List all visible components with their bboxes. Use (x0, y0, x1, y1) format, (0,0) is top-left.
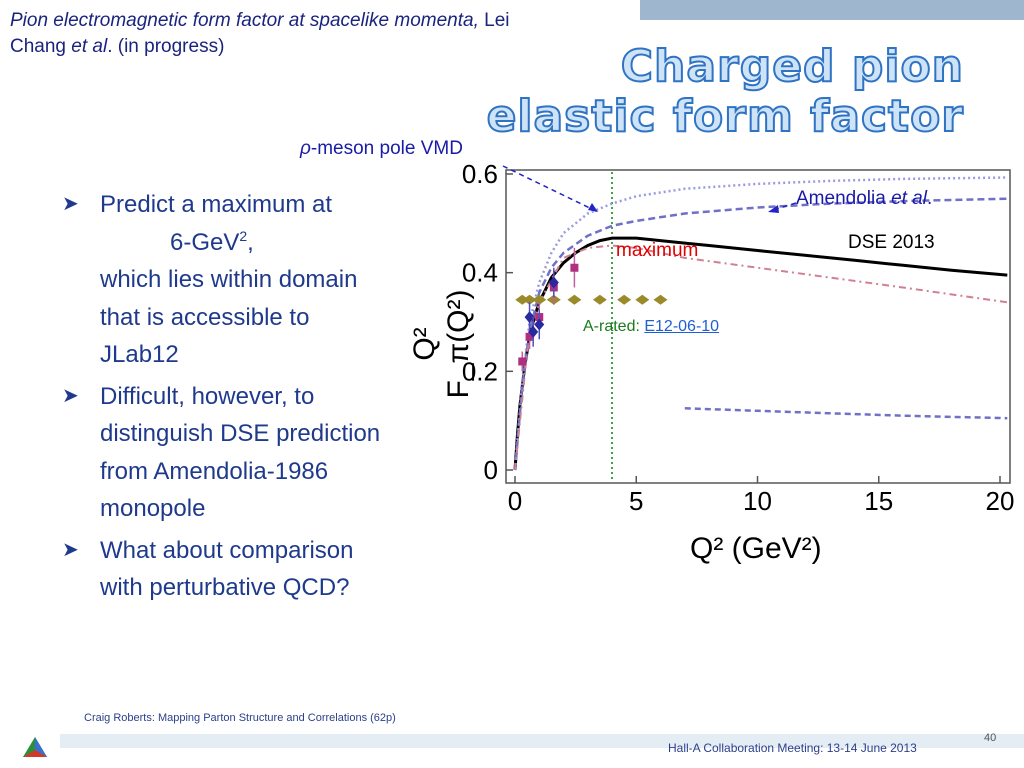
amendolia-etal: et al (891, 188, 927, 209)
x-tick-label: 20 (986, 486, 1015, 516)
y-axis-label: Q² F_π(Q²) (408, 289, 475, 399)
rho-text: -meson pole VMD (310, 138, 463, 159)
reference-authors: Lei Chang (10, 10, 510, 57)
bullet-item-2: ➤ Difficult, however, to distinguish DSE… (62, 378, 392, 528)
rho-symbol: ρ (300, 138, 311, 159)
projected-data-point (515, 294, 530, 305)
projected-data-point (567, 294, 582, 305)
blue-data-point (528, 325, 539, 338)
bullet-item-3: ➤ What about comparison with perturbativ… (62, 532, 392, 607)
amendolia-end: . (926, 188, 933, 209)
y-tick-label: 0 (484, 455, 498, 485)
a-rated-label: A-rated: E12-06-10 (583, 318, 719, 336)
lab-logo-icon (23, 737, 47, 757)
series-line-3 (513, 197, 1008, 471)
amendolia-arrow-head (768, 205, 779, 213)
rho-arrow (502, 165, 599, 213)
series-line-4 (514, 244, 1008, 471)
bullet-1-rest: which lies within domain that is accessi… (100, 266, 358, 368)
y-tick-label: 0.2 (462, 356, 498, 386)
bullet-1-sup: 2 (239, 227, 248, 244)
blue-data-point (548, 276, 559, 289)
slide-title: Charged pion elastic form factor (486, 41, 964, 143)
bullet-1-line1: Predict a maximum at (100, 191, 333, 218)
x-tick-label: 15 (864, 486, 893, 516)
bullet-1-comma: , (247, 228, 254, 256)
chart-points (515, 248, 668, 372)
footer-author: Craig Roberts: Mapping Parton Structure … (84, 712, 396, 724)
reference-suffix: . (in progress) (107, 36, 225, 57)
footer-meeting: Hall-A Collaboration Meeting: 13-14 June… (668, 741, 917, 755)
dse-label: DSE 2013 (848, 232, 935, 253)
projected-data-point (617, 294, 632, 305)
projected-data-point (635, 294, 650, 305)
a-rated-prefix: A-rated: (583, 318, 645, 335)
arrow-bullet-icon: ➤ (62, 384, 79, 407)
rho-arrow-head (588, 203, 598, 212)
bullet-1-line2: 6-GeV2, (100, 224, 392, 262)
header-decoration (640, 0, 1024, 20)
x-axis-label: Q² (GeV²) (690, 532, 822, 565)
reference-text: Pion electromagnetic form factor at spac… (10, 8, 530, 60)
x-tick-label: 5 (629, 486, 643, 516)
projected-data-point (653, 294, 668, 305)
y-tick-label: 0.6 (462, 159, 498, 189)
reference-etal: et al (71, 36, 108, 57)
projected-data-point (532, 294, 547, 305)
x-tick-label: 10 (743, 486, 772, 516)
arrow-bullet-icon: ➤ (62, 193, 79, 215)
reference-title: Pion electromagnetic form factor at spac… (10, 10, 479, 31)
projected-data-point (522, 294, 537, 305)
bullet-3-text: What about comparison with perturbative … (100, 536, 354, 602)
amendolia-label: Amendolia et al. (796, 188, 932, 210)
blue-data-point (524, 311, 535, 324)
bullet-list: ➤ Predict a maximum at 6-GeV2, which lie… (62, 186, 392, 611)
footer-band (60, 734, 1024, 748)
magenta-data-point (525, 332, 534, 341)
series-line-5 (684, 407, 1008, 420)
magenta-data-point (570, 263, 579, 272)
rho-meson-label: ρ-meson pole VMD (300, 138, 463, 160)
bullet-1-energy: 6-GeV (170, 228, 240, 256)
slide-title-line2: elastic form factor (486, 91, 964, 143)
experiment-link[interactable]: E12-06-10 (644, 318, 720, 335)
axis-ticks: 0 5 10 15 20 0 0.2 0.4 0.6 (462, 159, 1015, 516)
plot-frame (505, 169, 1011, 484)
amendolia-name: Amendolia (796, 188, 886, 209)
series-line-1 (513, 236, 1008, 471)
page-number: 40 (984, 732, 997, 744)
x-tick-label: 0 (508, 486, 522, 516)
y-tick-label: 0.4 (462, 258, 498, 288)
maximum-label: maximum (616, 240, 699, 261)
magenta-data-point (518, 357, 527, 366)
bullet-2-text: Difficult, however, to distinguish DSE p… (100, 382, 381, 523)
slide-title-line1: Charged pion (620, 41, 964, 93)
arrow-bullet-icon: ➤ (62, 538, 79, 561)
projected-data-point (592, 294, 607, 305)
blue-data-point (534, 318, 545, 331)
bullet-item-1: ➤ Predict a maximum at 6-GeV2, which lie… (62, 186, 392, 374)
